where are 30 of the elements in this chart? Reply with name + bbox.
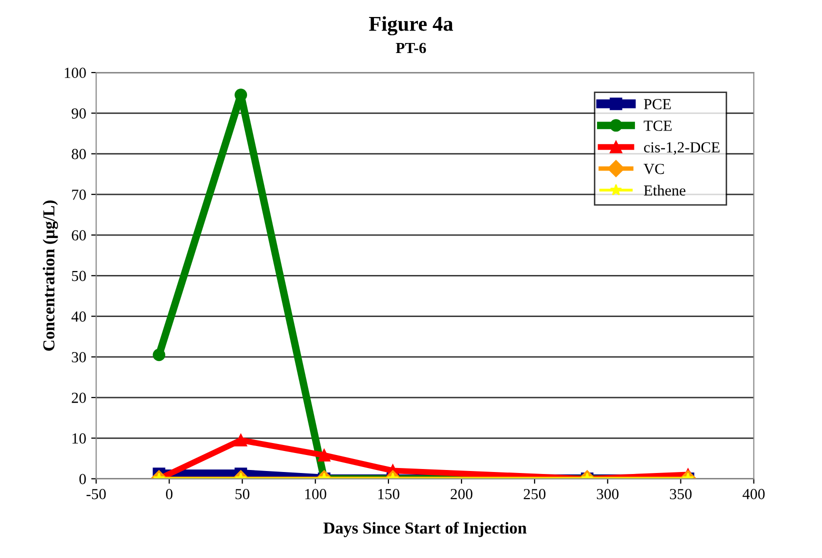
x-tick-label: 300 <box>596 488 619 500</box>
y-tick-label: 20 <box>72 392 86 403</box>
x-tick-label: 50 <box>236 488 250 500</box>
y-tick-label: 80 <box>72 148 86 160</box>
legend-label: VC <box>644 164 664 174</box>
x-tick-label: 150 <box>378 488 400 500</box>
y-axis-title: Concentration (µg/L) <box>42 200 58 351</box>
legend-label: cis-1,2-DCE <box>644 142 720 155</box>
chart-subtitle: PT-6 <box>396 42 426 54</box>
y-tick-label: 10 <box>72 433 86 444</box>
x-tick-label: -50 <box>86 488 106 500</box>
legend-label: PCE <box>644 99 671 110</box>
x-tick-label: 350 <box>670 488 692 500</box>
y-tick-label: 40 <box>71 311 86 322</box>
chart-title: Figure 4a <box>369 16 454 36</box>
y-tick-label: 100 <box>64 68 86 78</box>
x-tick-label: 400 <box>742 488 765 500</box>
y-tick-label: 30 <box>72 352 86 362</box>
x-tick-label: 200 <box>450 488 472 500</box>
y-tick-label: 60 <box>72 230 86 240</box>
x-tick-label: 0 <box>166 488 172 500</box>
legend-label: Ethene <box>644 184 686 196</box>
y-tick-label: 50 <box>72 270 86 282</box>
x-tick-label: 250 <box>524 488 546 500</box>
x-tick-label: 100 <box>305 488 326 500</box>
y-tick-label: 70 <box>72 190 86 200</box>
y-tick-label: 90 <box>72 108 86 119</box>
legend-label: TCE <box>644 120 672 131</box>
x-axis-title: Days Since Start of Injection <box>323 522 527 538</box>
y-tick-label: 0 <box>79 474 86 484</box>
